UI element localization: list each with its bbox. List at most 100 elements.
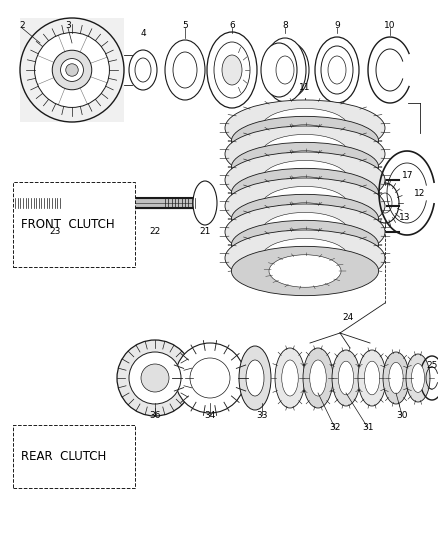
Circle shape: [129, 352, 181, 404]
Ellipse shape: [225, 100, 385, 156]
Ellipse shape: [328, 56, 346, 84]
Ellipse shape: [261, 134, 349, 174]
Ellipse shape: [165, 40, 205, 100]
Ellipse shape: [411, 364, 424, 392]
Circle shape: [20, 18, 124, 122]
Ellipse shape: [269, 125, 341, 157]
Ellipse shape: [231, 116, 378, 166]
Bar: [237, 153, 318, 253]
Ellipse shape: [406, 354, 430, 402]
Ellipse shape: [245, 185, 265, 221]
Ellipse shape: [371, 183, 399, 223]
Text: 17: 17: [402, 171, 414, 180]
Circle shape: [66, 64, 78, 76]
Text: 11: 11: [299, 84, 311, 93]
Ellipse shape: [222, 55, 242, 85]
Circle shape: [141, 364, 169, 392]
Ellipse shape: [269, 151, 341, 183]
Text: 22: 22: [149, 227, 161, 236]
Ellipse shape: [364, 361, 380, 395]
Ellipse shape: [225, 126, 385, 182]
Ellipse shape: [231, 220, 378, 270]
Text: 16: 16: [356, 181, 368, 190]
Ellipse shape: [303, 348, 333, 408]
Circle shape: [60, 59, 84, 82]
Ellipse shape: [261, 108, 349, 148]
Ellipse shape: [282, 360, 298, 396]
Ellipse shape: [282, 153, 318, 253]
Text: FRONT  CLUTCH: FRONT CLUTCH: [21, 218, 115, 231]
Ellipse shape: [237, 153, 273, 253]
Ellipse shape: [225, 178, 385, 234]
Text: 34: 34: [204, 410, 215, 419]
Text: 32: 32: [329, 424, 341, 432]
Text: 3: 3: [65, 20, 71, 29]
Text: 20: 20: [247, 227, 259, 236]
Ellipse shape: [332, 350, 360, 406]
Bar: [13, 425, 135, 488]
Text: 13: 13: [399, 214, 411, 222]
Bar: [20, 18, 124, 122]
Ellipse shape: [269, 177, 341, 209]
Circle shape: [52, 50, 92, 90]
Text: 2: 2: [19, 20, 25, 29]
Ellipse shape: [135, 58, 151, 82]
Ellipse shape: [225, 230, 385, 286]
Ellipse shape: [261, 43, 297, 97]
Ellipse shape: [378, 193, 392, 213]
Ellipse shape: [310, 360, 326, 396]
Text: 24: 24: [343, 313, 353, 322]
Text: 36: 36: [149, 410, 161, 419]
Ellipse shape: [389, 362, 403, 393]
Ellipse shape: [273, 43, 309, 97]
Text: 9: 9: [334, 20, 340, 29]
Ellipse shape: [173, 52, 197, 88]
Ellipse shape: [261, 238, 349, 278]
Circle shape: [117, 340, 193, 416]
Ellipse shape: [193, 181, 217, 225]
Ellipse shape: [276, 56, 294, 84]
Ellipse shape: [261, 187, 349, 225]
Ellipse shape: [275, 348, 305, 408]
Ellipse shape: [321, 46, 353, 94]
Ellipse shape: [129, 50, 157, 90]
Text: 5: 5: [182, 20, 188, 29]
Ellipse shape: [269, 255, 341, 287]
Text: 4: 4: [140, 28, 146, 37]
Text: 14: 14: [290, 284, 301, 293]
Circle shape: [190, 358, 230, 398]
Ellipse shape: [261, 160, 349, 199]
Ellipse shape: [225, 152, 385, 208]
Text: REAR  CLUTCH: REAR CLUTCH: [21, 450, 106, 463]
Ellipse shape: [338, 361, 354, 395]
Ellipse shape: [315, 37, 359, 103]
Ellipse shape: [207, 32, 257, 108]
Text: 23: 23: [49, 227, 61, 236]
Text: 25: 25: [426, 360, 438, 369]
Ellipse shape: [239, 346, 271, 410]
Ellipse shape: [231, 142, 378, 192]
Ellipse shape: [231, 246, 378, 296]
Ellipse shape: [264, 38, 306, 102]
Ellipse shape: [225, 204, 385, 260]
Text: 21: 21: [199, 227, 211, 236]
Ellipse shape: [269, 203, 341, 235]
Bar: [13, 182, 135, 267]
Text: 15: 15: [334, 171, 346, 180]
Text: 33: 33: [256, 410, 268, 419]
Text: 10: 10: [384, 20, 396, 29]
Ellipse shape: [246, 360, 264, 396]
Text: 31: 31: [362, 424, 374, 432]
Ellipse shape: [261, 212, 349, 252]
Ellipse shape: [312, 181, 332, 225]
Circle shape: [35, 33, 110, 108]
Ellipse shape: [269, 229, 341, 261]
Ellipse shape: [358, 350, 386, 406]
Text: 8: 8: [282, 20, 288, 29]
Text: 12: 12: [414, 189, 426, 198]
Ellipse shape: [383, 352, 409, 404]
Ellipse shape: [214, 42, 250, 98]
Ellipse shape: [330, 181, 350, 225]
Circle shape: [175, 343, 245, 413]
Ellipse shape: [231, 195, 378, 244]
